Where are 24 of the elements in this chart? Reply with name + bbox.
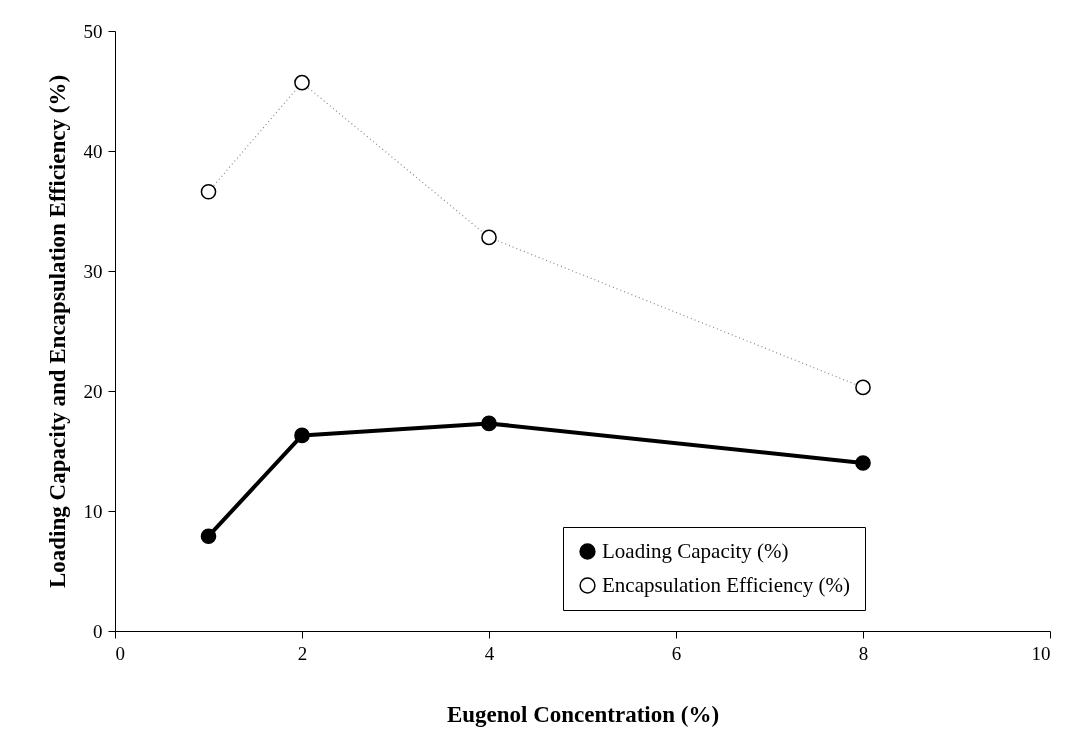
point [855, 455, 871, 471]
point [294, 74, 310, 91]
y-tick-label: 40 [83, 140, 103, 162]
y-tick-label: 10 [83, 500, 103, 522]
y-tick-label: 50 [83, 20, 103, 42]
x-axis-title: Eugenol Concentration (%) [446, 701, 720, 727]
point [200, 183, 217, 200]
point [481, 229, 497, 246]
y-tick-label: 0 [93, 620, 103, 642]
point [294, 427, 310, 444]
x-tick-label: 10 [1031, 642, 1051, 664]
x-tick-label: 6 [671, 642, 682, 664]
x-tick-label: 8 [858, 642, 869, 664]
y-tick-label: 30 [83, 260, 103, 282]
y-tick-label: 20 [83, 380, 103, 402]
x-tick-label: 0 [115, 642, 125, 664]
x-tick-label: 2 [297, 642, 308, 664]
legend-label: Loading Capacity (%) [602, 538, 789, 563]
point [855, 379, 871, 396]
point [200, 528, 217, 545]
legend-label: Encapsulation Efficiency (%) [602, 572, 851, 597]
x-tick-label: 4 [484, 642, 495, 664]
point [481, 415, 497, 432]
y-axis-title: Loading Capacity and Encapsulation Efficiency (%) [44, 74, 70, 589]
